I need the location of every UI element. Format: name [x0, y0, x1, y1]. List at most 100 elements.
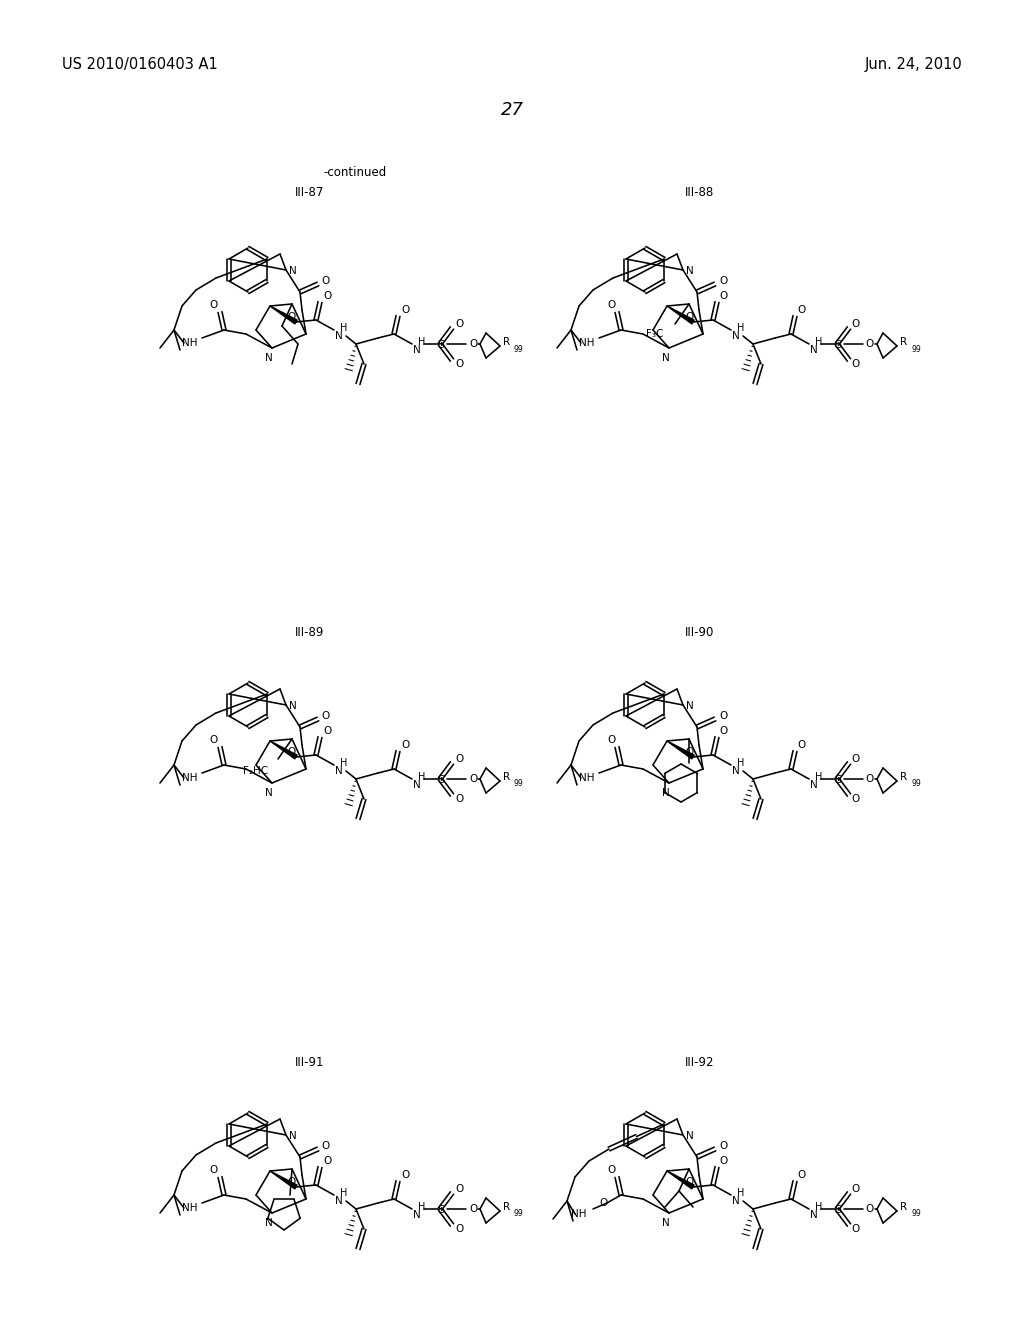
- Text: O: O: [852, 1184, 860, 1195]
- Text: H: H: [815, 337, 822, 347]
- Text: 99: 99: [514, 780, 523, 788]
- Text: O: O: [323, 726, 331, 737]
- Text: N: N: [289, 701, 297, 711]
- Text: N: N: [663, 1218, 670, 1228]
- Text: N: N: [335, 1196, 343, 1206]
- Text: N: N: [810, 1210, 818, 1220]
- Text: O: O: [400, 305, 410, 315]
- Text: F₃C: F₃C: [646, 329, 664, 339]
- Text: O: O: [720, 726, 728, 737]
- Text: N: N: [810, 780, 818, 789]
- Text: O: O: [322, 276, 330, 286]
- Text: N: N: [732, 1196, 740, 1206]
- Text: O: O: [866, 339, 874, 348]
- Text: H: H: [419, 772, 426, 781]
- Text: O: O: [798, 305, 806, 315]
- Text: O: O: [210, 1166, 218, 1175]
- Text: O: O: [852, 795, 860, 804]
- Text: H: H: [737, 758, 744, 768]
- Text: N: N: [663, 352, 670, 363]
- Text: R: R: [900, 1203, 907, 1212]
- Text: O: O: [288, 312, 296, 322]
- Text: 99: 99: [514, 1209, 523, 1218]
- Text: R: R: [504, 337, 511, 347]
- Text: O: O: [323, 1156, 331, 1166]
- Text: 99: 99: [911, 1209, 921, 1218]
- Text: 99: 99: [911, 345, 921, 354]
- Text: O: O: [798, 741, 806, 750]
- Text: O: O: [322, 711, 330, 721]
- Text: O: O: [607, 1166, 615, 1175]
- Text: O: O: [866, 774, 874, 784]
- Text: N: N: [265, 352, 272, 363]
- Text: N: N: [265, 788, 272, 799]
- Text: S: S: [835, 341, 842, 350]
- Text: N: N: [335, 766, 343, 776]
- Text: O: O: [852, 1224, 860, 1234]
- Text: O: O: [719, 1140, 727, 1151]
- Text: N: N: [289, 267, 297, 276]
- Text: H: H: [815, 772, 822, 781]
- Text: NH: NH: [182, 338, 198, 348]
- Text: N: N: [289, 1131, 297, 1140]
- Text: O: O: [685, 747, 693, 756]
- Text: NH: NH: [580, 338, 595, 348]
- Text: O: O: [288, 747, 296, 756]
- Text: III-87: III-87: [295, 186, 325, 199]
- Text: H: H: [340, 1188, 348, 1199]
- Text: O: O: [469, 774, 477, 784]
- Text: O: O: [323, 290, 331, 301]
- Text: O: O: [720, 1156, 728, 1166]
- Polygon shape: [667, 306, 694, 323]
- Text: R: R: [900, 337, 907, 347]
- Text: N: N: [732, 766, 740, 776]
- Text: O: O: [720, 290, 728, 301]
- Text: F₂HC: F₂HC: [244, 766, 268, 776]
- Polygon shape: [667, 741, 694, 759]
- Text: O: O: [469, 339, 477, 348]
- Text: H: H: [419, 1203, 426, 1212]
- Text: O: O: [455, 1224, 463, 1234]
- Text: H: H: [419, 337, 426, 347]
- Polygon shape: [667, 1171, 694, 1189]
- Text: N: N: [335, 331, 343, 341]
- Text: H: H: [340, 758, 348, 768]
- Text: O: O: [607, 300, 615, 310]
- Text: O: O: [852, 754, 860, 764]
- Text: -continued: -continued: [324, 165, 387, 178]
- Polygon shape: [270, 741, 297, 759]
- Text: S: S: [437, 1205, 444, 1214]
- Text: S: S: [437, 341, 444, 350]
- Text: O: O: [455, 1184, 463, 1195]
- Text: H: H: [815, 1203, 822, 1212]
- Text: O: O: [719, 711, 727, 721]
- Text: R: R: [504, 1203, 511, 1212]
- Text: NH: NH: [182, 1203, 198, 1213]
- Text: US 2010/0160403 A1: US 2010/0160403 A1: [62, 58, 218, 73]
- Text: R: R: [900, 772, 907, 781]
- Text: III-89: III-89: [295, 627, 325, 639]
- Text: 99: 99: [911, 780, 921, 788]
- Text: O: O: [607, 735, 615, 744]
- Text: O: O: [599, 1199, 607, 1208]
- Text: NH: NH: [182, 774, 198, 783]
- Text: O: O: [852, 319, 860, 329]
- Text: S: S: [835, 1205, 842, 1214]
- Text: NH: NH: [580, 774, 595, 783]
- Text: O: O: [852, 359, 860, 370]
- Polygon shape: [270, 306, 297, 323]
- Text: N: N: [732, 331, 740, 341]
- Text: N: N: [686, 267, 694, 276]
- Polygon shape: [270, 1171, 297, 1189]
- Text: S: S: [437, 775, 444, 785]
- Text: III-91: III-91: [295, 1056, 325, 1069]
- Text: O: O: [210, 300, 218, 310]
- Text: S: S: [835, 775, 842, 785]
- Text: H: H: [737, 323, 744, 333]
- Text: O: O: [455, 319, 463, 329]
- Text: Jun. 24, 2010: Jun. 24, 2010: [864, 58, 962, 73]
- Text: O: O: [455, 754, 463, 764]
- Text: O: O: [685, 312, 693, 322]
- Text: O: O: [866, 1204, 874, 1214]
- Text: 27: 27: [501, 102, 523, 119]
